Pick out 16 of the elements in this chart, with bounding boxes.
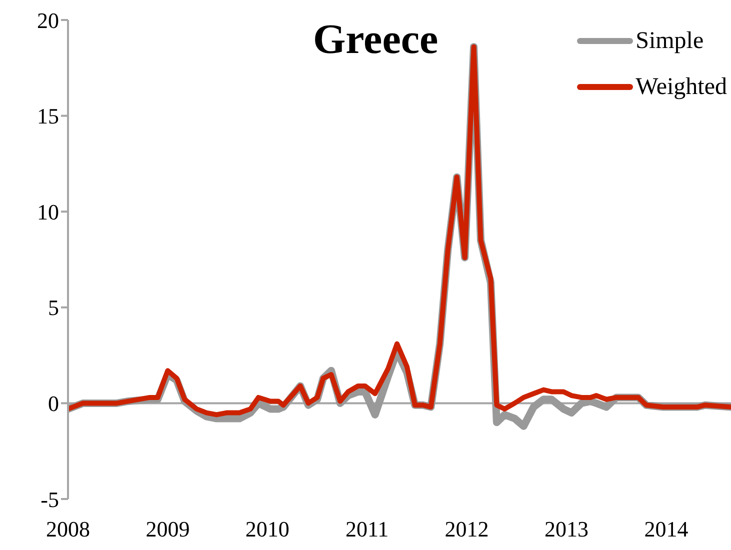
y-tick-label: 5 <box>48 295 59 320</box>
legend-label: Weighted <box>636 74 727 100</box>
x-tick-label: 2010 <box>245 516 290 542</box>
chart-title: Greece <box>313 16 438 64</box>
y-tick-label: 20 <box>37 8 59 33</box>
y-tick-label: 10 <box>37 199 59 224</box>
y-tick-label: 0 <box>48 391 59 416</box>
x-tick-label: 2012 <box>444 516 489 542</box>
legend-label: Simple <box>636 28 704 54</box>
x-tick-label: 2013 <box>544 516 588 542</box>
y-tick-label: 15 <box>37 104 59 129</box>
x-tick-label: 2008 <box>46 516 90 542</box>
x-tick-label: 2011 <box>346 516 389 542</box>
x-tick-label: 2014 <box>644 516 688 542</box>
y-tick-label: -5 <box>40 486 59 512</box>
x-tick-label: 2009 <box>146 516 190 542</box>
